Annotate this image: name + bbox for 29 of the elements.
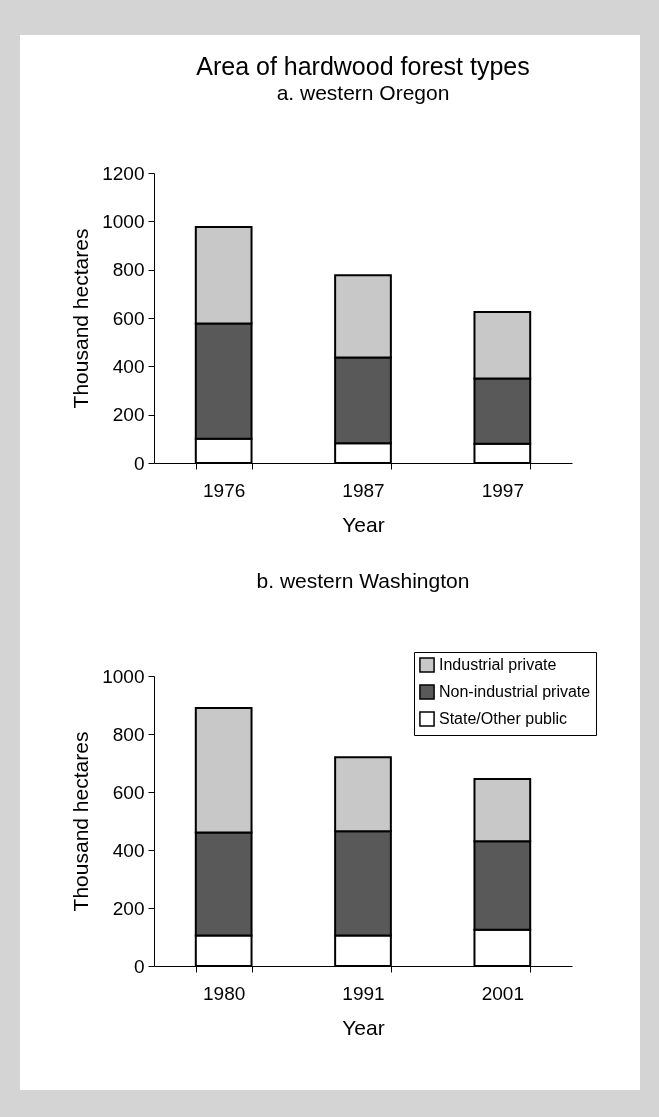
y-tick-label: 1000 bbox=[102, 210, 145, 232]
y-tick-label: 1200 bbox=[102, 162, 145, 184]
chart-subtitle: a. western Oregon bbox=[276, 81, 450, 104]
y-tick-label: 800 bbox=[112, 723, 145, 745]
y-tick-label: 0 bbox=[133, 452, 145, 474]
y-tick-label: 200 bbox=[112, 897, 145, 919]
y-axis-title: Thousand hectares bbox=[69, 731, 93, 912]
x-tick-label: 1991 bbox=[342, 982, 385, 1004]
y-tick-label: 400 bbox=[112, 355, 145, 377]
chart-title: b. western Washington bbox=[256, 568, 470, 592]
x-axis-title: Year bbox=[342, 512, 385, 536]
legend-label: State/Other public bbox=[439, 710, 568, 727]
y-tick-label: 600 bbox=[112, 307, 145, 329]
x-tick-label: 1976 bbox=[203, 479, 246, 501]
y-tick-label: 1000 bbox=[102, 665, 145, 687]
y-tick-label: 600 bbox=[112, 781, 145, 803]
legend-label: Non-industrial private bbox=[439, 683, 591, 700]
y-tick-label: 800 bbox=[112, 259, 145, 281]
y-tick-label: 400 bbox=[112, 839, 145, 861]
x-tick-label: 1997 bbox=[481, 479, 524, 501]
x-tick-label: 1980 bbox=[203, 982, 246, 1004]
y-tick-label: 200 bbox=[112, 404, 145, 426]
y-tick-label: 0 bbox=[133, 955, 145, 977]
chart-title: Area of hardwood forest types bbox=[196, 52, 530, 80]
legend-label: Industrial private bbox=[439, 656, 557, 673]
y-axis-title: Thousand hectares bbox=[69, 228, 93, 409]
x-tick-label: 1987 bbox=[342, 479, 385, 501]
x-axis-title: Year bbox=[342, 1015, 385, 1039]
x-tick-label: 2001 bbox=[481, 982, 524, 1004]
